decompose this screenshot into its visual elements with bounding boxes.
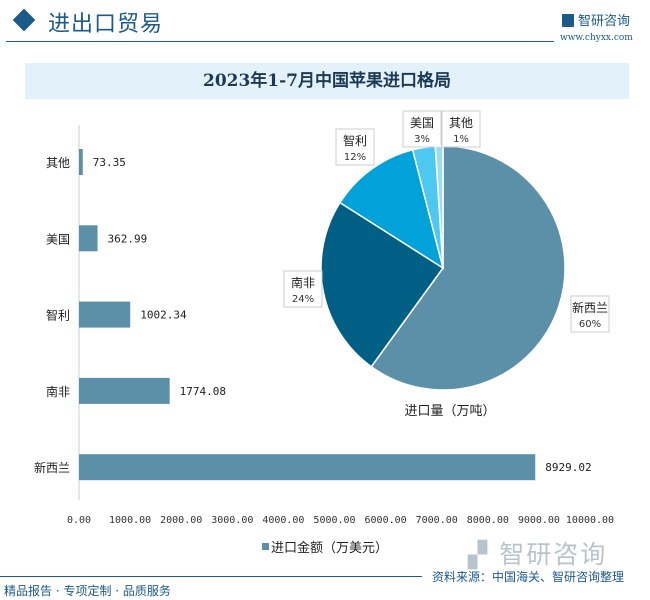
pie-slice-percent: 60% <box>579 319 601 330</box>
brand-url: www.chyxx.com <box>560 33 633 43</box>
pie-slice-label: 新西兰 <box>572 300 608 315</box>
bar <box>79 377 170 404</box>
x-tick-label: 0.00 <box>67 515 91 526</box>
pie-title: 进口量（万吨） <box>404 404 495 419</box>
x-tick-label: 4000.00 <box>262 515 304 526</box>
x-tick-label: 7000.00 <box>416 515 458 526</box>
bar <box>79 454 536 481</box>
pie-slice-percent: 1% <box>453 134 469 145</box>
brand-logo: 智研咨询 <box>562 10 630 29</box>
pie-slice-percent: 3% <box>414 134 430 145</box>
pie-slice-label: 美国 <box>410 116 434 130</box>
bar-value-label: 1774.08 <box>180 385 226 398</box>
bar-legend: 进口金额（万美元） <box>262 537 388 556</box>
chart-title: 2023年1-7月中国苹果进口格局 <box>202 71 452 91</box>
header-divider <box>6 41 554 42</box>
bar <box>79 149 83 175</box>
section-title: 进出口贸易 <box>48 12 164 37</box>
x-tick-label: 1000.00 <box>109 515 151 526</box>
x-tick-label: 5000.00 <box>313 515 355 526</box>
pie-slice <box>338 148 445 270</box>
bar-category-label: 其他 <box>46 156 70 170</box>
x-tick-label: 10000.00 <box>566 515 614 526</box>
pie-slice-label: 智利 <box>343 133 367 148</box>
bar <box>79 225 98 252</box>
pie-slice-percent: 12% <box>344 152 366 163</box>
logo-text: 智研咨询 <box>578 14 631 29</box>
pie-label-box <box>570 295 610 333</box>
pie-slice <box>370 145 566 391</box>
footer-source: 资料来源：中国海关、智研咨询整理 <box>432 570 625 584</box>
x-tick-label: 9000.00 <box>518 515 560 526</box>
legend-swatch <box>262 543 269 550</box>
bar-category-label: 新西兰 <box>34 460 70 475</box>
logo-icon <box>562 14 574 27</box>
bar-value-label: 8929.02 <box>545 461 591 474</box>
footer-tagline: 精品报告 · 专项定制 · 品质服务 <box>4 584 171 598</box>
pie-label-box <box>402 110 442 148</box>
pie-slice-label: 其他 <box>449 116 473 130</box>
x-tick-label: 6000.00 <box>365 515 407 526</box>
pie-label-box <box>441 110 481 148</box>
pie-label-box <box>283 270 323 308</box>
watermark-logo: ▞ 智研咨询 <box>468 540 608 569</box>
watermark-text: 智研咨询 <box>499 540 608 569</box>
x-tick-label: 8000.00 <box>467 515 509 526</box>
pie-slice <box>320 201 445 368</box>
bar <box>79 301 131 328</box>
bar-value-label: 1002.34 <box>140 309 187 322</box>
bar-category-label: 南非 <box>46 384 70 399</box>
footer-divider <box>0 576 422 577</box>
bar-value-label: 362.99 <box>108 232 148 245</box>
title-band <box>25 63 629 99</box>
pie-slice-percent: 24% <box>292 294 314 305</box>
pie-slice-label: 南非 <box>291 275 315 290</box>
x-tick-label: 2000.00 <box>160 515 202 526</box>
x-tick-label: 3000.00 <box>211 515 253 526</box>
legend-label: 进口金额（万美元） <box>271 541 389 556</box>
bar-category-label: 智利 <box>46 308 70 323</box>
pie-label-box <box>335 128 375 166</box>
bar-value-label: 73.35 <box>93 156 126 169</box>
bar-category-label: 美国 <box>46 232 70 246</box>
